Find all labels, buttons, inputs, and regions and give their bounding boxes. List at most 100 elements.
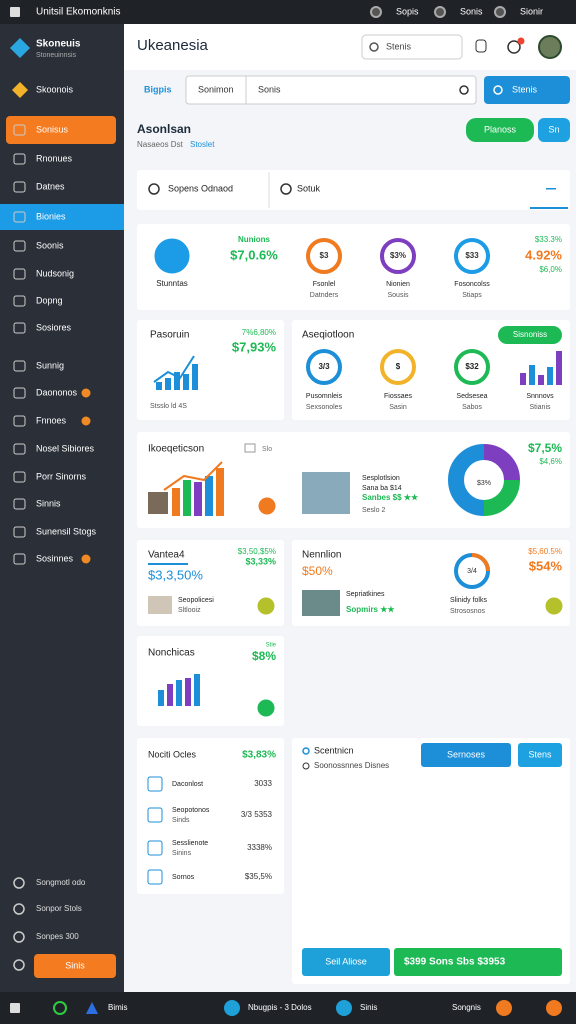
nav-icon bbox=[13, 959, 25, 971]
footer-value[interactable]: $399 Sons Sbs $3953 bbox=[404, 957, 506, 968]
section-link[interactable]: Stoslet bbox=[190, 140, 215, 149]
nav-item[interactable]: Datnes bbox=[36, 181, 65, 191]
row-value: $35,5% bbox=[245, 872, 272, 881]
card-title: Nennlion bbox=[302, 550, 341, 561]
primary-button-label[interactable]: Planoss bbox=[484, 124, 517, 134]
start-icon bbox=[10, 1003, 20, 1013]
nav-item[interactable]: Soonis bbox=[36, 240, 64, 250]
nav-item[interactable]: Sosinnes bbox=[36, 553, 74, 563]
taskbar-icon bbox=[53, 1001, 67, 1015]
toolbar-button[interactable] bbox=[484, 76, 570, 104]
item-sub: Strososnos bbox=[450, 608, 486, 615]
bottom-bar bbox=[0, 992, 576, 1024]
panel-button-label[interactable]: Sernoses bbox=[447, 749, 486, 759]
row-label: Daconlost bbox=[172, 781, 203, 788]
card-value: $3,33% bbox=[245, 556, 276, 566]
top-bar bbox=[0, 0, 576, 24]
search-field[interactable] bbox=[185, 75, 477, 105]
nav-icon bbox=[13, 211, 26, 223]
panel-button[interactable] bbox=[518, 743, 562, 767]
nav-item[interactable]: Dopng bbox=[36, 295, 63, 305]
search-text[interactable]: Stenis bbox=[386, 41, 412, 51]
nav-item[interactable]: Rnonues bbox=[36, 153, 73, 163]
section-title: Asonlsan bbox=[137, 122, 191, 136]
logo bbox=[10, 38, 30, 58]
thumbnail bbox=[148, 596, 172, 614]
card-title: Ikoeqeticson bbox=[148, 444, 204, 455]
taskbar-item[interactable]: Bimis bbox=[108, 1003, 128, 1012]
item-label: Snnnovs bbox=[526, 393, 554, 400]
page-title: Ukeanesia bbox=[137, 37, 209, 54]
search-box[interactable] bbox=[361, 34, 463, 60]
stat-label: Nunions bbox=[238, 235, 271, 244]
secondary-button[interactable] bbox=[538, 118, 570, 142]
nav-icon bbox=[13, 387, 26, 399]
nav-item[interactable]: Sunensil Stogs bbox=[36, 526, 97, 536]
section-subtitle: Nasaeos Dst bbox=[137, 140, 184, 149]
app-grid-icon bbox=[10, 7, 20, 17]
stat-label: Fsonlel bbox=[313, 281, 336, 288]
panel-button-label[interactable]: Stens bbox=[528, 749, 552, 759]
nav-item[interactable]: Porr Sinorns bbox=[36, 471, 87, 481]
nav-item[interactable]: Bionies bbox=[36, 211, 66, 221]
taskbar-item[interactable]: Songnis bbox=[452, 1003, 481, 1012]
card-caption: Stsslo ld 4S bbox=[150, 403, 187, 410]
footer-item[interactable]: Songmotl odo bbox=[36, 878, 86, 887]
card-tag: Stle bbox=[266, 643, 277, 649]
pie-segment bbox=[448, 479, 485, 516]
tab[interactable]: Sotuk bbox=[297, 183, 321, 193]
card-value: $7,93% bbox=[232, 339, 277, 354]
footer-button-label[interactable]: Seil Aliose bbox=[325, 956, 367, 966]
toolbar-tab[interactable]: Bigpis bbox=[144, 84, 172, 94]
action-icon bbox=[258, 497, 276, 515]
workspace-logo bbox=[12, 82, 28, 98]
donut-value: $3 bbox=[320, 251, 329, 260]
tab[interactable]: Sopens Odnaod bbox=[168, 183, 233, 193]
row-value: 3/3 5353 bbox=[241, 810, 273, 819]
top-item[interactable]: Sonis bbox=[460, 6, 483, 16]
cta-button[interactable] bbox=[34, 954, 116, 978]
list-icon bbox=[147, 807, 163, 823]
nav-item[interactable]: Sonisus bbox=[36, 124, 69, 134]
card-value: 7%6,80% bbox=[242, 328, 276, 337]
footer-item[interactable]: Sonpes 300 bbox=[36, 932, 79, 941]
nav-item[interactable]: Nosel Sibiores bbox=[36, 443, 95, 453]
top-item[interactable]: Sionir bbox=[520, 6, 543, 16]
nav-item[interactable]: Fnnoes bbox=[36, 415, 67, 425]
nav-icon bbox=[13, 360, 26, 372]
pie-segment bbox=[483, 479, 520, 516]
donut-ring bbox=[306, 349, 342, 385]
row-label: Sornos bbox=[172, 874, 195, 881]
footer-value-button[interactable] bbox=[394, 948, 562, 976]
taskbar-item[interactable]: Sinis bbox=[360, 1003, 377, 1012]
toolbar-button-label[interactable]: Stenis bbox=[512, 84, 538, 94]
nav-icon bbox=[13, 153, 26, 165]
panel-icon bbox=[302, 762, 310, 770]
panel-title: Scentnicn bbox=[314, 745, 354, 755]
cta-label[interactable]: Sinis bbox=[65, 960, 85, 970]
nav-item[interactable]: Sosiores bbox=[36, 322, 72, 332]
card bbox=[292, 540, 570, 626]
action-icon bbox=[257, 597, 275, 615]
panel-button[interactable] bbox=[421, 743, 511, 767]
nav-item[interactable]: Sunnig bbox=[36, 360, 64, 370]
tab-underline bbox=[530, 207, 568, 209]
chart-icon bbox=[163, 461, 223, 491]
nav-item[interactable]: Daononos bbox=[36, 387, 78, 397]
thumbnail bbox=[302, 590, 340, 616]
top-item[interactable]: Sopis bbox=[396, 6, 419, 16]
taskbar-item[interactable]: Nbugpis - 3 Dolos bbox=[248, 1003, 312, 1012]
underline bbox=[148, 563, 188, 565]
primary-button[interactable] bbox=[466, 118, 534, 142]
secondary-button-label[interactable]: Sn bbox=[548, 124, 559, 134]
tab-icon bbox=[280, 183, 292, 195]
nav-item[interactable]: Sinnis bbox=[36, 498, 61, 508]
taskbar-icon bbox=[336, 1000, 352, 1016]
card-value: $50% bbox=[302, 564, 333, 578]
brand-sub: Stoneuinnsis bbox=[36, 52, 77, 59]
footer-button[interactable] bbox=[302, 948, 390, 976]
footer-item[interactable]: Sonpor Stols bbox=[36, 904, 82, 913]
sidebar bbox=[0, 24, 124, 992]
nav-item[interactable]: Nudsonig bbox=[36, 268, 74, 278]
